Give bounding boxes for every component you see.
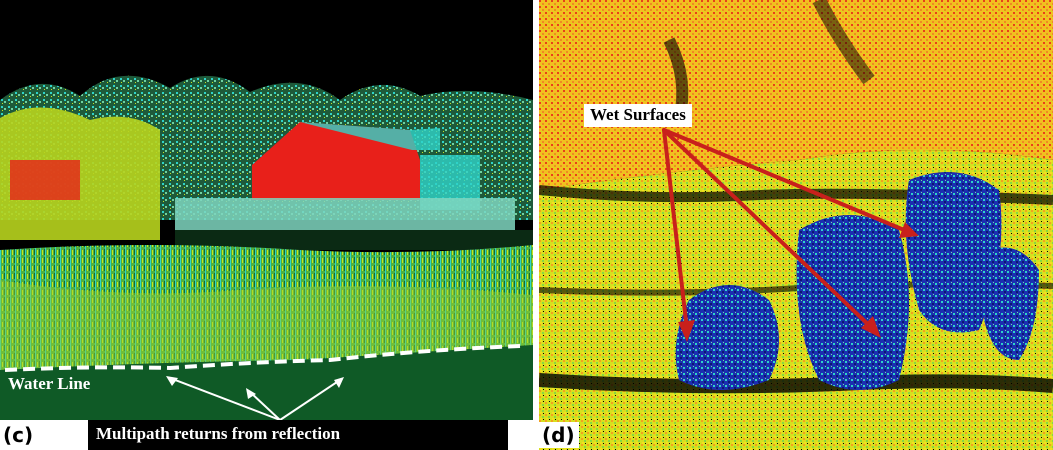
wet-surfaces-label: Wet Surfaces <box>584 104 692 127</box>
lidar-rockface-d-image <box>539 0 1053 450</box>
lidar-scene-c-image <box>0 75 533 450</box>
panel-c-letter: (c) <box>0 422 38 448</box>
panel-d-letter: (d) <box>539 422 579 448</box>
lidar-panel-c: Water Line Multipath returns from reflec… <box>0 0 533 450</box>
lidar-panel-d: Wet Surfaces (d) <box>539 0 1053 450</box>
water-line-label: Water Line <box>8 374 91 393</box>
multipath-returns-label: Multipath returns from reflection <box>96 424 341 443</box>
